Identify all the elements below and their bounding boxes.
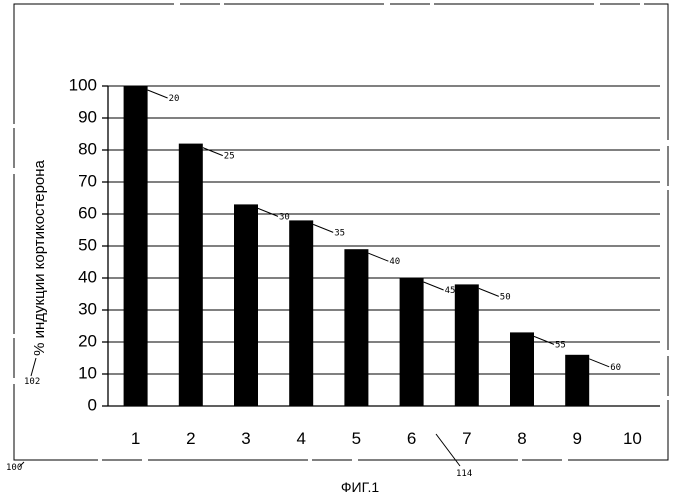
bar-label-leader	[479, 288, 499, 296]
x-tick-label: 7	[462, 429, 471, 448]
bar-label: 25	[224, 152, 235, 162]
y-tick-label: 60	[78, 203, 97, 222]
bar-label-leader	[203, 148, 223, 156]
y-tick-label: 10	[78, 363, 97, 382]
bar-label-leader	[589, 359, 609, 367]
ref-leader-axis	[31, 358, 36, 376]
figure-caption: ФИГ.1	[341, 479, 379, 495]
y-tick-label: 0	[88, 395, 97, 414]
ref-label-frame: 100	[6, 463, 22, 473]
x-tick-label: 1	[131, 429, 140, 448]
bar-7	[455, 284, 479, 406]
y-tick-labels: 0 10 20 30 40 50 60 70 80 90 100	[69, 75, 97, 414]
bar-1	[124, 86, 148, 406]
x-tick-label: 4	[296, 429, 305, 448]
bar-label: 50	[500, 292, 511, 302]
y-tick-label: 90	[78, 107, 97, 126]
bar-label-leader	[424, 282, 444, 290]
bar-label: 45	[445, 286, 456, 296]
ref-label-axis: 102	[24, 377, 40, 387]
x-tick-label: 8	[517, 429, 526, 448]
x-tick-labels: 1 2 3 4 5 6 7 8 9 10	[131, 429, 642, 448]
bar-label-leader	[148, 90, 168, 98]
bar-3	[234, 204, 258, 406]
bar-label-leader	[258, 208, 278, 216]
bar-labels: 20 25 30 35 40 45 50 55 60	[148, 90, 621, 373]
y-tick-label: 30	[78, 299, 97, 318]
x-tick-label: 5	[352, 429, 361, 448]
x-tick-label: 6	[407, 429, 416, 448]
x-tick-label: 9	[572, 429, 581, 448]
x-tick-label: 10	[623, 429, 642, 448]
bar-4	[289, 220, 313, 406]
ref-leader-xaxis	[436, 434, 460, 466]
ref-label-xaxis: 114	[456, 469, 472, 479]
bar-label: 35	[334, 228, 345, 238]
y-tick-label: 40	[78, 267, 97, 286]
bar-label: 40	[389, 257, 400, 267]
y-tick-label: 50	[78, 235, 97, 254]
bar-label-leader	[313, 224, 333, 232]
bar-label: 55	[555, 340, 566, 350]
bar-label: 30	[279, 212, 290, 222]
bar-label: 20	[169, 94, 180, 104]
y-tick-label: 100	[69, 75, 97, 94]
bar-label: 60	[610, 363, 621, 373]
bar-9	[565, 355, 589, 406]
bar-2	[179, 144, 203, 406]
bar-8	[510, 332, 534, 406]
x-tick-label: 3	[241, 429, 250, 448]
bar-6	[400, 278, 424, 406]
y-tick-label: 20	[78, 331, 97, 350]
bar-label-leader	[534, 336, 554, 344]
bar-label-leader	[368, 253, 388, 261]
y-axis-label: % индукции кортикостерона	[31, 159, 48, 355]
y-tick-label: 70	[78, 171, 97, 190]
bar-5	[344, 249, 368, 406]
x-tick-label: 2	[186, 429, 195, 448]
y-tick-label: 80	[78, 139, 97, 158]
